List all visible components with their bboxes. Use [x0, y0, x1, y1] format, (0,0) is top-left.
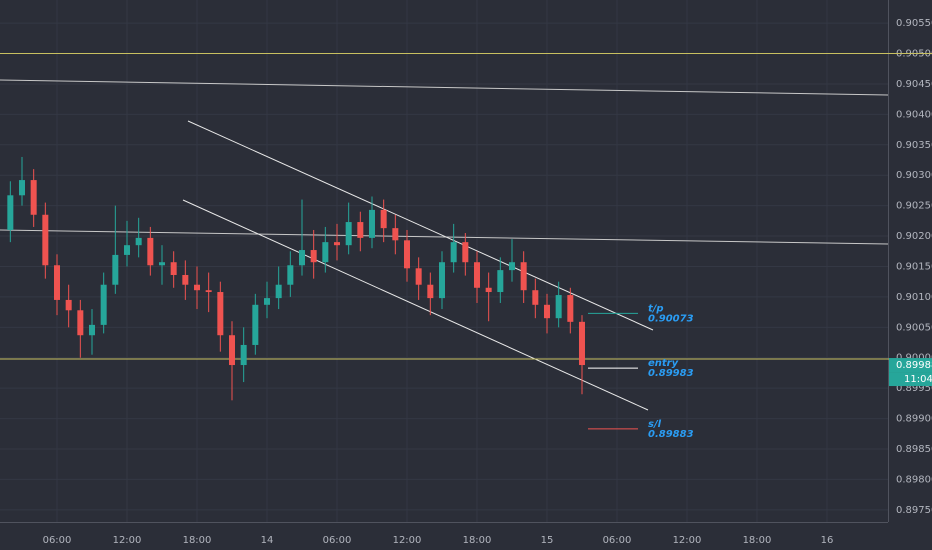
candle-body: [322, 242, 329, 263]
candle-body: [65, 299, 72, 311]
candle-body: [54, 265, 61, 300]
annotation-value: 0.89983: [648, 368, 694, 379]
candle-body: [124, 245, 131, 255]
candle-body: [368, 209, 375, 238]
candle-body: [170, 262, 177, 275]
candle-body: [217, 292, 224, 336]
x-tick-label: 12:00: [673, 535, 702, 546]
candle-body: [42, 214, 49, 266]
annotation-name: t/p: [648, 303, 664, 314]
countdown-box: [889, 372, 932, 387]
candle-body: [532, 290, 539, 305]
candle-body: [112, 254, 119, 285]
candle-body: [252, 304, 259, 345]
candle-body: [30, 180, 37, 215]
candle-body: [380, 209, 387, 229]
candle-body: [567, 295, 574, 322]
candle-body: [147, 237, 154, 266]
x-tick-label: 16: [821, 535, 834, 546]
x-tick-label: 06:00: [43, 535, 72, 546]
last-price-box: [889, 358, 932, 373]
candle-body: [450, 242, 457, 263]
candle-body: [275, 284, 282, 299]
trend-line: [0, 229, 889, 245]
candle-body: [345, 222, 352, 246]
candle-body: [89, 324, 96, 336]
candle-body: [485, 287, 492, 293]
candle-body: [100, 284, 107, 325]
candle-body: [193, 284, 200, 291]
candle-body: [7, 195, 14, 230]
x-tick-label: 06:00: [323, 535, 352, 546]
candle-body: [508, 262, 515, 271]
candle-body: [403, 240, 410, 269]
x-tick-label: 12:00: [393, 535, 422, 546]
x-tick-label: 18:00: [743, 535, 772, 546]
trend-line: [0, 79, 889, 96]
candle-body: [135, 237, 142, 246]
candle-body: [392, 228, 399, 241]
x-tick-label: 06:00: [603, 535, 632, 546]
x-tick-label: 12:00: [113, 535, 142, 546]
candle-body: [298, 250, 305, 266]
annotation-name: s/l: [648, 419, 662, 430]
candle-body: [543, 304, 550, 319]
x-tick-label: 15: [541, 535, 554, 546]
candle-body: [263, 298, 270, 305]
candle-body: [240, 344, 247, 366]
countdown-label: 11:04: [904, 374, 932, 385]
candle-body: [473, 262, 480, 288]
channel-lower: [182, 199, 649, 411]
drawings: [0, 79, 889, 411]
annotation-name: entry: [648, 358, 679, 369]
last-price-label: 0.89988: [896, 360, 932, 371]
candle-body: [228, 335, 235, 366]
x-tick-label: 18:00: [463, 535, 492, 546]
candle-body: [19, 180, 26, 196]
candle-body: [287, 265, 294, 285]
candle-body: [555, 295, 562, 319]
candle-body: [158, 262, 165, 266]
candle-body: [310, 250, 317, 263]
candle-body: [182, 274, 189, 285]
channel-upper: [187, 120, 654, 331]
candle-body: [497, 270, 504, 293]
annotation-value: 0.90073: [648, 313, 694, 324]
candle-body: [357, 222, 364, 238]
annotation-value: 0.89883: [648, 429, 694, 440]
candle-body: [427, 284, 434, 299]
candle-body: [415, 268, 422, 285]
candle-body: [77, 310, 84, 336]
candle-body: [578, 321, 585, 366]
candle-body: [462, 242, 469, 263]
x-tick-label: 14: [261, 535, 274, 546]
candle-body: [520, 262, 527, 291]
x-tick-label: 18:00: [183, 535, 212, 546]
candle-body: [205, 290, 212, 293]
candle-body: [333, 242, 340, 246]
candle-body: [438, 262, 445, 299]
